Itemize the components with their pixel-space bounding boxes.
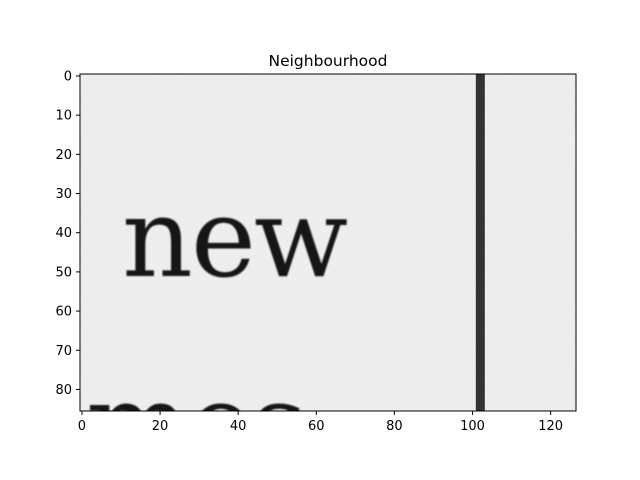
x-tick-label: 60 [308, 419, 325, 434]
y-tick-label: 0 [64, 69, 72, 84]
y-axis: 0 10 20 30 40 50 60 70 80 [55, 69, 80, 398]
scanned-image: new mes- [80, 74, 576, 480]
scanned-word-1: mes- [86, 360, 341, 480]
x-tick-label: 80 [386, 419, 403, 434]
x-tick-label: 120 [538, 419, 563, 434]
x-tick-label: 20 [152, 419, 169, 434]
y-tick-label: 60 [55, 305, 72, 320]
x-tick-label: 40 [230, 419, 247, 434]
scanned-word-0: new [122, 174, 347, 302]
paper-texture [80, 74, 576, 411]
chart-title: Neighbourhood [269, 52, 388, 70]
y-tick-label: 40 [55, 226, 72, 241]
y-tick-label: 30 [55, 187, 72, 202]
y-tick-label: 80 [55, 383, 72, 398]
y-tick-label: 70 [55, 344, 72, 359]
axes-frame [79, 73, 577, 412]
vertical-rule-line [475, 74, 485, 411]
x-tick-label: 100 [460, 419, 485, 434]
y-tick-label: 10 [55, 109, 72, 124]
x-axis: 0 20 40 60 80 100 120 [78, 411, 563, 434]
x-tick-label: 0 [78, 419, 86, 434]
y-tick-label: 50 [55, 265, 72, 280]
y-tick-label: 20 [55, 148, 72, 163]
